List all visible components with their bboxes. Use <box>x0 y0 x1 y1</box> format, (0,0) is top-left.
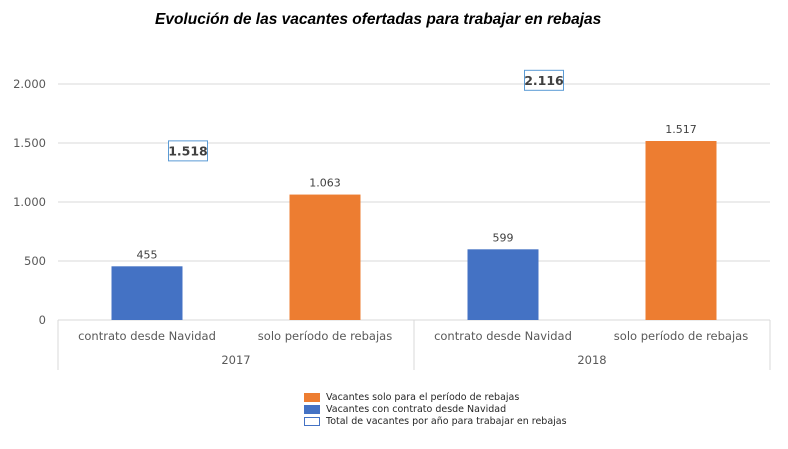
legend-label: Vacantes con contrato desde Navidad <box>326 403 507 415</box>
data-label: 455 <box>137 248 158 261</box>
data-label: 599 <box>493 231 514 244</box>
legend-item: Vacantes solo para el período de rebajas <box>304 391 567 403</box>
legend-swatch <box>304 416 320 426</box>
y-tick-label: 0 <box>39 313 46 327</box>
category-label: solo período de rebajas <box>258 329 392 343</box>
category-label: solo período de rebajas <box>614 329 748 343</box>
legend-swatch <box>304 404 320 414</box>
data-label: 1.063 <box>309 177 341 190</box>
total-box <box>168 140 208 162</box>
legend-item: Total de vacantes por año para trabajar … <box>304 415 567 427</box>
bar <box>289 194 361 320</box>
group-label: 2017 <box>221 353 250 367</box>
data-label: 1.517 <box>665 123 697 136</box>
y-tick-label: 2.000 <box>13 77 46 91</box>
y-tick-label: 1.000 <box>13 195 46 209</box>
legend-swatch <box>304 392 320 402</box>
chart-title-text: Evolución de las vacantes ofertadas para… <box>155 11 602 28</box>
y-tick-label: 1.500 <box>13 136 46 150</box>
data-labels: 455 1.063 599 1.517 <box>137 123 697 261</box>
total-labels: 1.518 2.116 <box>168 69 564 162</box>
legend-item: Vacantes con contrato desde Navidad <box>304 403 567 415</box>
bar <box>645 140 717 320</box>
total-label: 1.518 <box>168 143 208 158</box>
y-tick-label: 500 <box>24 254 46 268</box>
legend: Vacantes solo para el período de rebajas… <box>304 391 567 427</box>
bar <box>467 249 539 320</box>
category-axis: contrato desde Navidad solo período de re… <box>57 319 771 370</box>
legend-label: Vacantes solo para el período de rebajas <box>326 391 520 403</box>
bars <box>111 140 717 320</box>
category-label: contrato desde Navidad <box>434 329 572 343</box>
bar <box>111 266 183 320</box>
total-label: 2.116 <box>524 73 564 88</box>
y-axis-tick-labels: 0 500 1.000 1.500 2.000 <box>13 77 46 327</box>
category-label: contrato desde Navidad <box>78 329 216 343</box>
total-box <box>524 69 564 91</box>
group-label: 2018 <box>577 353 606 367</box>
legend-label: Total de vacantes por año para trabajar … <box>326 415 567 427</box>
